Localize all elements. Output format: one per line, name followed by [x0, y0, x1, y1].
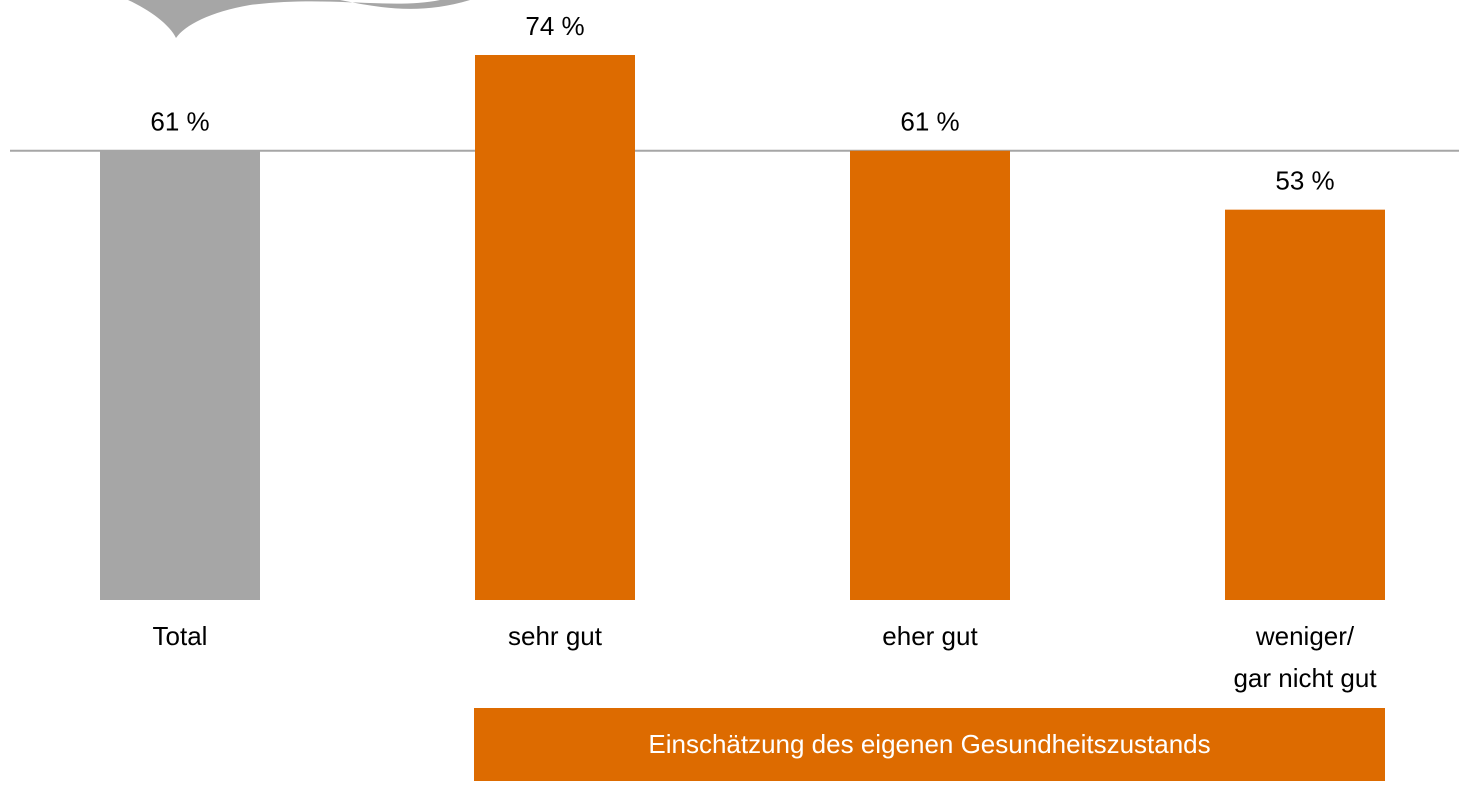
value-label: 61 %: [150, 107, 209, 137]
value-label: 61 %: [900, 107, 959, 137]
bar: [100, 150, 260, 601]
decorative-shape: [128, 0, 470, 38]
bar: [850, 150, 1010, 601]
value-label: 74 %: [525, 11, 584, 41]
category-label: sehr gut: [508, 621, 603, 651]
category-label: Total: [153, 621, 208, 651]
group-banner: [474, 708, 1385, 781]
bar: [1225, 209, 1385, 600]
value-label: 53 %: [1275, 166, 1334, 196]
category-label: weniger/gar nicht gut: [1233, 621, 1377, 693]
category-label: eher gut: [882, 621, 978, 651]
bar: [475, 55, 635, 600]
group-label: Einschätzung des eigenen Gesundheitszust…: [648, 729, 1210, 759]
